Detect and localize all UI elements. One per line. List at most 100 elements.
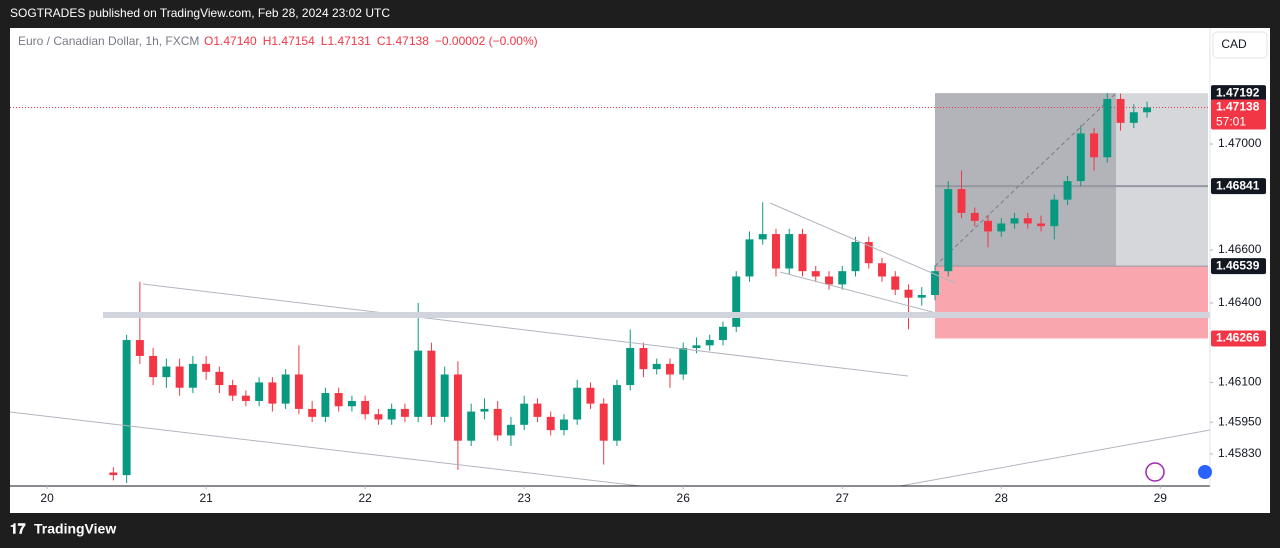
- x-tick-label: 28: [995, 491, 1009, 505]
- last-price-label-countdown: 57:01: [1216, 115, 1246, 129]
- candle-body: [480, 408, 489, 412]
- candle-body: [679, 347, 688, 375]
- candle-body: [586, 387, 595, 404]
- candle-body: [506, 424, 515, 436]
- candle-body: [347, 400, 356, 407]
- candle-body: [175, 366, 184, 388]
- currency-label[interactable]: CAD: [1221, 37, 1247, 51]
- candle-body: [652, 363, 661, 370]
- x-tick-label: 22: [358, 491, 372, 505]
- candle-body: [851, 242, 860, 272]
- candle-body: [387, 408, 396, 420]
- stop-label-box: [1211, 330, 1266, 347]
- last-price-label: 1.47138: [1216, 100, 1260, 114]
- x-tick-label: 23: [518, 491, 532, 505]
- candle-body: [1090, 133, 1099, 158]
- candle-body: [732, 276, 741, 327]
- brand-name: TradingView: [34, 521, 116, 537]
- x-tick-label: 20: [40, 491, 54, 505]
- candle-body: [559, 419, 568, 431]
- candle-body: [665, 363, 674, 375]
- y-tick-label: 1.46600: [1218, 242, 1262, 256]
- candle-body: [811, 271, 820, 277]
- candle-body: [599, 403, 608, 441]
- candle-body: [1023, 218, 1032, 224]
- candle-body: [917, 295, 926, 298]
- flag-icon[interactable]: [1198, 465, 1212, 479]
- candle-body: [838, 271, 847, 285]
- level-label-box: [1211, 178, 1266, 195]
- target-label: 1.47192: [1216, 85, 1260, 99]
- y-tick-label: 1.45950: [1218, 414, 1262, 428]
- trend-line: [769, 202, 956, 284]
- lightning-icon[interactable]: [1145, 462, 1165, 482]
- candle-body: [1129, 112, 1138, 123]
- x-tick-label: 26: [677, 491, 691, 505]
- candle-body: [162, 366, 171, 378]
- ohlc-value: −0.00002 (−0.00%): [435, 34, 538, 48]
- candle-body: [1037, 223, 1046, 227]
- candle-body: [612, 385, 621, 441]
- candle-body: [772, 234, 780, 269]
- candle-body: [520, 403, 529, 425]
- candle-body: [135, 340, 144, 356]
- candle-body: [1050, 199, 1059, 227]
- level-label: 1.46841: [1216, 178, 1260, 192]
- zone-band: [103, 312, 1210, 318]
- drawings: [9, 202, 1211, 487]
- candle-body: [202, 363, 211, 372]
- candle-body: [719, 326, 727, 341]
- candle-body: [546, 416, 555, 431]
- stop-zone: [935, 266, 1208, 339]
- ohlc-value: C1.47138: [377, 34, 429, 48]
- x-tick-label: 21: [199, 491, 213, 505]
- candle-body: [1103, 98, 1112, 158]
- entry-label-box: [1211, 258, 1266, 275]
- symbol-title: Euro / Canadian Dollar, 1h, FXCM: [18, 34, 199, 48]
- candle-body: [692, 345, 701, 348]
- x-tick-label: 27: [836, 491, 850, 505]
- publisher-line: SOGTRADES published on TradingView.com, …: [10, 6, 390, 20]
- candle-body: [1063, 181, 1072, 200]
- y-tick-label: 1.47000: [1218, 136, 1262, 150]
- ohlc-value: H1.47154: [263, 34, 315, 48]
- candle-body: [215, 371, 224, 386]
- candle-body: [281, 374, 290, 404]
- candle-body: [904, 289, 913, 298]
- stop-label: 1.46266: [1216, 331, 1260, 345]
- candle-body: [864, 242, 873, 264]
- candle-body: [188, 363, 197, 388]
- ohlc-legend: O1.47140 H1.47154 L1.47131 C1.47138 −0.00002…: [204, 34, 538, 48]
- candle-body: [453, 374, 462, 441]
- candle-body: [798, 234, 807, 272]
- candle-body: [109, 472, 118, 476]
- candle-body: [467, 411, 476, 441]
- candle-body: [241, 395, 250, 401]
- candle-body: [294, 374, 303, 409]
- trend-line: [9, 411, 641, 487]
- target-label-box: [1211, 85, 1266, 102]
- candle-body: [1076, 133, 1085, 182]
- title-legend: Euro / Canadian Dollar, 1h, FXCM O1.4714…: [18, 34, 538, 48]
- currency-button[interactable]: [1212, 31, 1268, 59]
- candle-body: [361, 400, 370, 415]
- plot-area: [10, 92, 1210, 484]
- candle-body: [334, 393, 343, 407]
- trend-line: [142, 283, 909, 377]
- candle-body: [268, 382, 277, 404]
- brand-logo: 𝟏𝟕: [10, 521, 26, 537]
- candle-body: [745, 239, 754, 277]
- candle-body: [1010, 218, 1019, 224]
- candle-body: [414, 350, 423, 417]
- ohlc-value: O1.47140: [204, 34, 257, 48]
- candle-body: [427, 350, 436, 417]
- candle-body: [493, 408, 502, 436]
- y-tick-label: 1.46400: [1218, 295, 1262, 309]
- candle-body: [228, 385, 237, 396]
- entry-label: 1.46539: [1216, 258, 1260, 272]
- candle-body: [970, 212, 979, 221]
- candle-body: [533, 403, 542, 417]
- candle-body: [374, 414, 383, 420]
- candle-body: [705, 340, 714, 346]
